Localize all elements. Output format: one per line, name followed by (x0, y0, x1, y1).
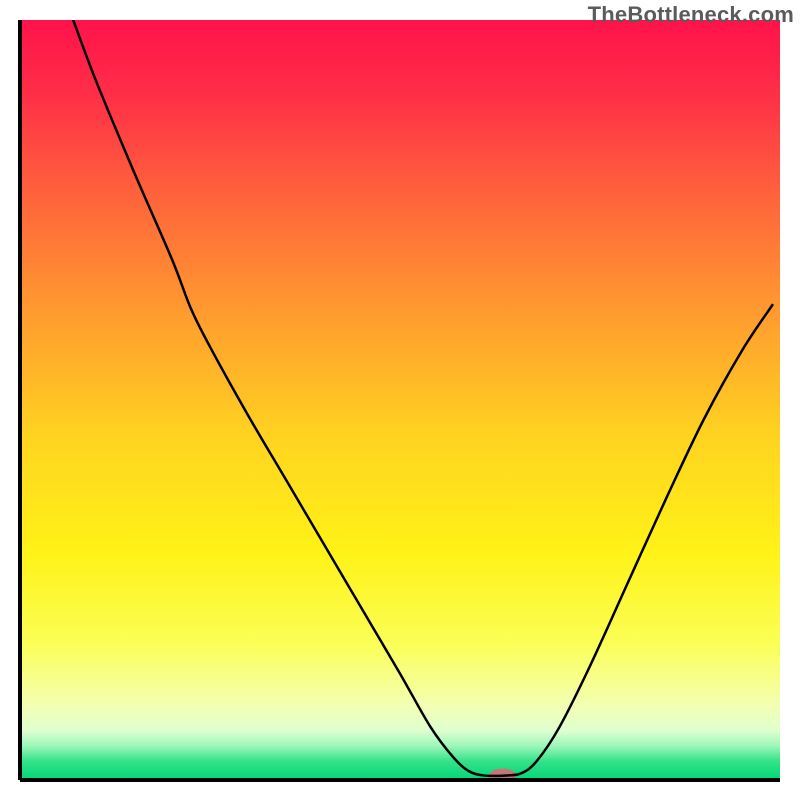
bottleneck-chart: TheBottleneck.com (0, 0, 800, 800)
watermark-text: TheBottleneck.com (588, 2, 794, 28)
gradient-background (20, 20, 780, 780)
chart-canvas (0, 0, 800, 800)
